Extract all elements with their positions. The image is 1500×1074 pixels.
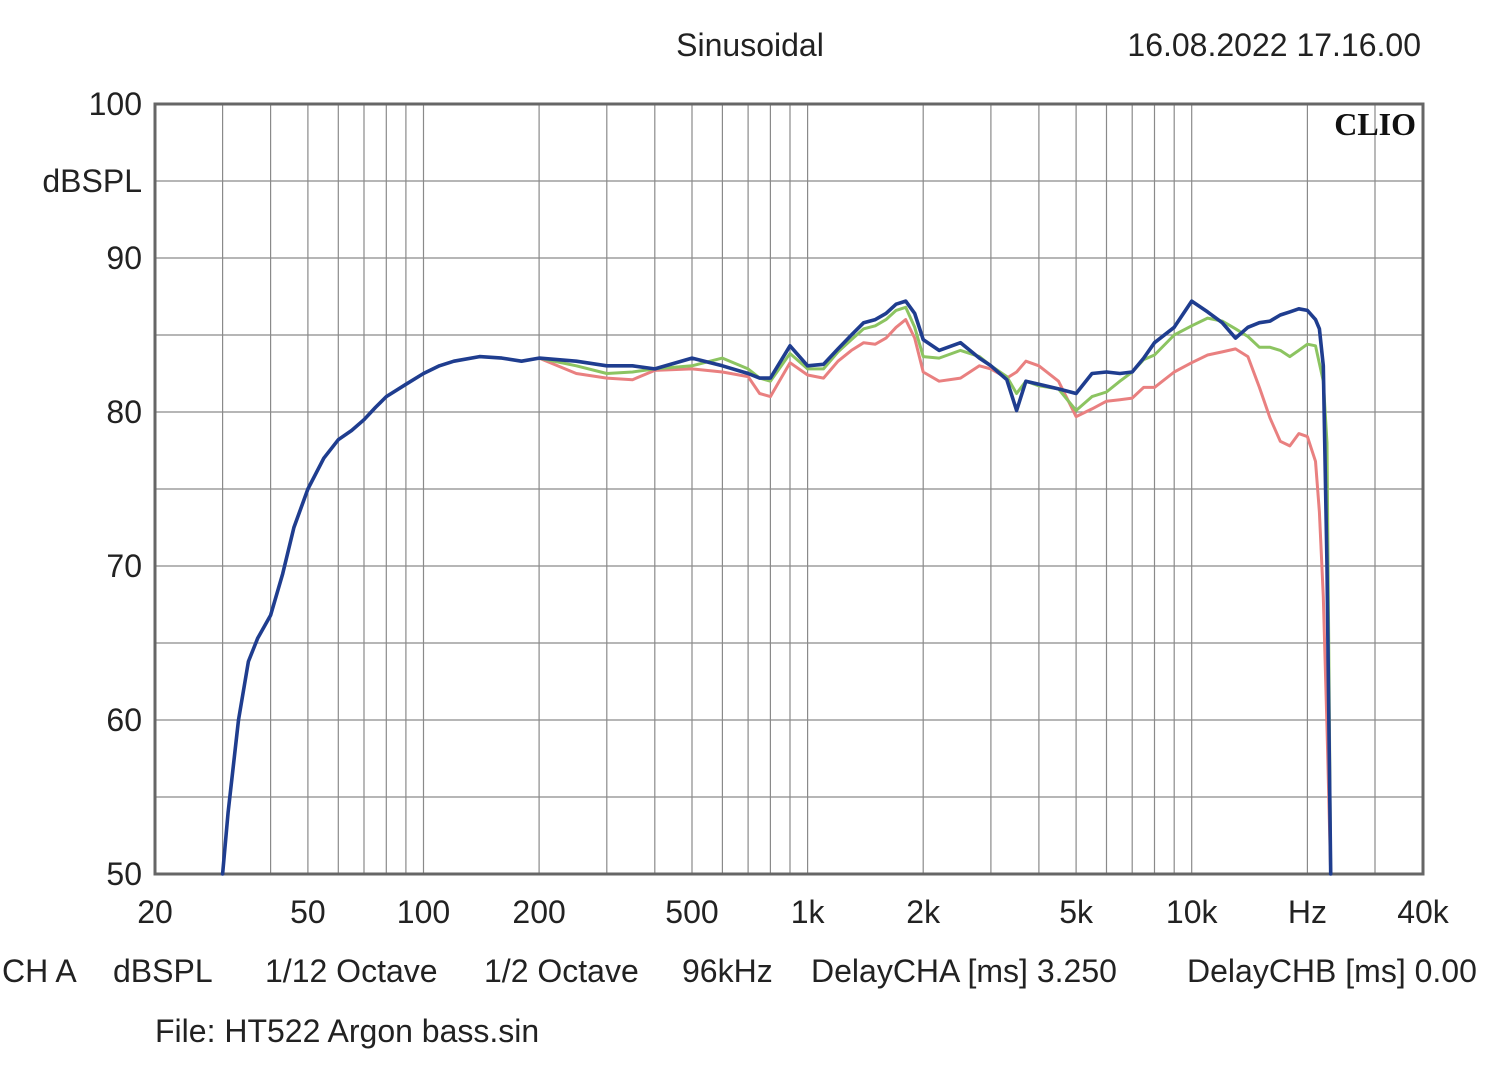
y-tick-label: 100 — [89, 86, 142, 122]
footer-channel: CH A — [2, 953, 77, 989]
clio-logo: CLIO — [1334, 106, 1416, 142]
measurement-datetime: 16.08.2022 17.16.00 — [1127, 27, 1421, 63]
footer-samplerate: 96kHz — [682, 953, 773, 989]
y-tick-label: 60 — [106, 702, 142, 738]
y-tick-label: 80 — [106, 394, 142, 430]
y-tick-label: 50 — [106, 856, 142, 892]
x-tick-label: 10k — [1166, 894, 1219, 930]
y-axis-labels: 100 90 80 70 60 50 — [89, 86, 142, 892]
x-tick-label: 500 — [665, 894, 718, 930]
footer-resolution: 1/12 Octave — [265, 953, 438, 989]
plot-frame — [153, 102, 1425, 876]
x-tick-label: 40k — [1397, 894, 1450, 930]
x-tick-label: 200 — [512, 894, 565, 930]
footer-smoothing: 1/2 Octave — [484, 953, 639, 989]
series-line-green — [537, 305, 1333, 876]
x-tick-label: 5k — [1059, 894, 1094, 930]
footer-delay-chb: DelayCHB [ms] 0.00 — [1187, 953, 1477, 989]
plot-grid — [155, 104, 1423, 874]
x-tick-label: 2k — [906, 894, 941, 930]
footer-unit: dBSPL — [113, 953, 212, 989]
x-tick-label: 50 — [290, 894, 326, 930]
series-line-red — [537, 318, 1333, 876]
y-axis-title: dBSPL — [42, 163, 142, 199]
y-tick-label: 90 — [106, 240, 142, 276]
footer-delay-cha: DelayCHA [ms] 3.250 — [811, 953, 1117, 989]
series-line-blue — [220, 299, 1333, 876]
footer-file: File: HT522 Argon bass.sin — [155, 1013, 539, 1049]
y-tick-label: 70 — [106, 548, 142, 584]
x-axis-labels: 20 50 100 200 500 1k 2k 5k 10k Hz 40k — [137, 894, 1450, 930]
svg-text:CH A dBSPL 1/12 Octave: CH A dBSPL 1/12 Octave 1/2 Octave 96kHz … — [2, 953, 1477, 989]
response-curves — [220, 299, 1333, 876]
x-tick-label: 20 — [137, 894, 173, 930]
x-tick-label: Hz — [1288, 894, 1327, 930]
x-tick-label: 1k — [791, 894, 826, 930]
x-tick-label: 100 — [397, 894, 450, 930]
chart-title: Sinusoidal — [676, 27, 824, 63]
